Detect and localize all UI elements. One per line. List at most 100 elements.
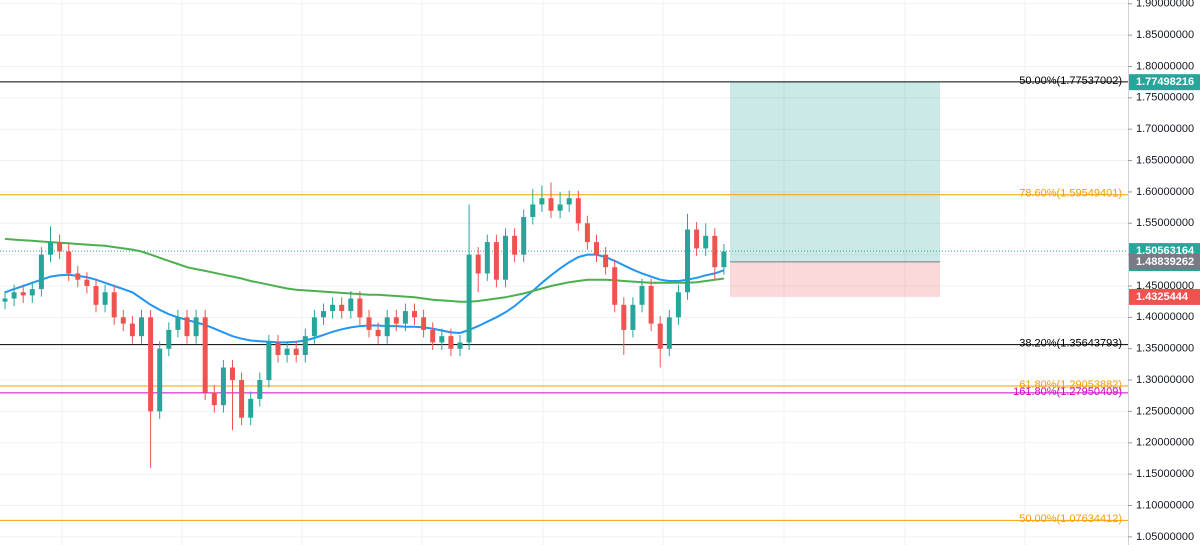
candle-body <box>721 251 727 268</box>
candle <box>20 284 26 303</box>
candle-body <box>275 342 281 355</box>
candle-body <box>120 317 126 324</box>
stop-tag-bg <box>1129 288 1200 305</box>
candle-body <box>448 336 454 349</box>
candle <box>457 334 463 357</box>
target-tag-bg <box>1129 74 1200 91</box>
candle-body <box>694 229 700 249</box>
candle-body <box>330 304 336 312</box>
candle-body <box>48 242 53 255</box>
candle <box>621 297 627 355</box>
candle <box>375 322 381 344</box>
y-tick-label: 1.70000000 <box>1136 123 1194 135</box>
y-tick-label: 1.45000000 <box>1136 280 1194 292</box>
candle-body <box>220 367 226 406</box>
candle <box>84 272 90 294</box>
candle-body <box>457 342 463 349</box>
candle <box>694 222 700 256</box>
candle-body <box>657 323 663 349</box>
candle-body <box>566 198 572 205</box>
candle-body <box>184 317 190 337</box>
candle <box>530 188 536 225</box>
candle <box>630 297 636 338</box>
candle <box>712 228 718 280</box>
level-label: 38.20%(1.35643793) <box>1019 338 1122 350</box>
candle <box>193 309 199 344</box>
candle <box>311 309 317 344</box>
candle <box>293 341 299 363</box>
stop-tag: 1.4325444 <box>1136 291 1189 303</box>
candle <box>11 284 17 307</box>
candle <box>584 215 590 250</box>
y-tick-label: 1.65000000 <box>1136 154 1194 166</box>
candle <box>412 303 417 325</box>
candle <box>248 391 254 426</box>
candle <box>148 309 154 468</box>
candle <box>503 228 508 288</box>
candle <box>57 234 63 260</box>
candle <box>685 213 690 300</box>
candle <box>439 328 445 350</box>
candle-body <box>439 336 445 343</box>
y-tick-label: 1.55000000 <box>1136 217 1194 229</box>
candle-body <box>211 392 217 406</box>
candle <box>402 303 408 332</box>
candle <box>612 259 618 313</box>
candle-body <box>93 285 99 305</box>
candle-body <box>421 317 427 330</box>
y-tick-label: 1.90000000 <box>1136 0 1194 10</box>
candle <box>48 226 53 263</box>
level-label: 50.00%(1.77537002) <box>1019 75 1122 87</box>
y-tick-label: 1.60000000 <box>1136 186 1194 198</box>
candle <box>557 191 563 219</box>
candle <box>202 309 208 401</box>
candle-body <box>639 285 645 305</box>
candle <box>493 234 499 288</box>
candle <box>393 309 399 332</box>
candle-body <box>703 235 709 249</box>
candle-body <box>530 204 536 217</box>
candle-body <box>202 317 208 393</box>
candle-body <box>239 380 245 418</box>
candle-body <box>512 235 518 255</box>
candle <box>384 309 390 344</box>
candle <box>284 341 290 363</box>
candle-body <box>384 317 390 337</box>
candle-body <box>321 311 326 318</box>
y-tick-label: 1.30000000 <box>1136 374 1194 386</box>
candle-body <box>148 317 154 412</box>
y-tick-label: 1.35000000 <box>1136 343 1194 355</box>
level-label: 161.80%(1.27950409) <box>1013 386 1122 398</box>
candle <box>266 334 272 388</box>
candle-body <box>75 273 81 280</box>
candle <box>648 278 654 332</box>
candle-body <box>412 311 417 318</box>
candle <box>166 322 172 357</box>
candle-body <box>302 336 308 355</box>
candle <box>721 243 727 275</box>
candle-body <box>402 311 408 324</box>
candle <box>639 278 645 313</box>
candle-body <box>712 235 718 268</box>
candle-body <box>612 267 618 305</box>
candle-body <box>66 251 72 274</box>
price-axis-panel <box>1128 0 1200 545</box>
candle-body <box>293 348 299 355</box>
candle <box>330 297 336 319</box>
candle <box>157 341 163 419</box>
candle-body <box>2 298 8 302</box>
candle <box>275 334 281 363</box>
candle-body <box>102 292 108 305</box>
candle-body <box>84 279 90 286</box>
candle-body <box>594 242 599 255</box>
y-tick-label: 1.75000000 <box>1136 92 1194 104</box>
candle-body <box>375 329 381 337</box>
candle <box>339 297 345 319</box>
candle <box>539 185 545 212</box>
candle <box>75 265 81 288</box>
candle-body <box>38 254 44 290</box>
candle <box>484 234 490 281</box>
candle <box>120 309 126 332</box>
candle <box>139 309 144 344</box>
candle <box>603 247 609 275</box>
